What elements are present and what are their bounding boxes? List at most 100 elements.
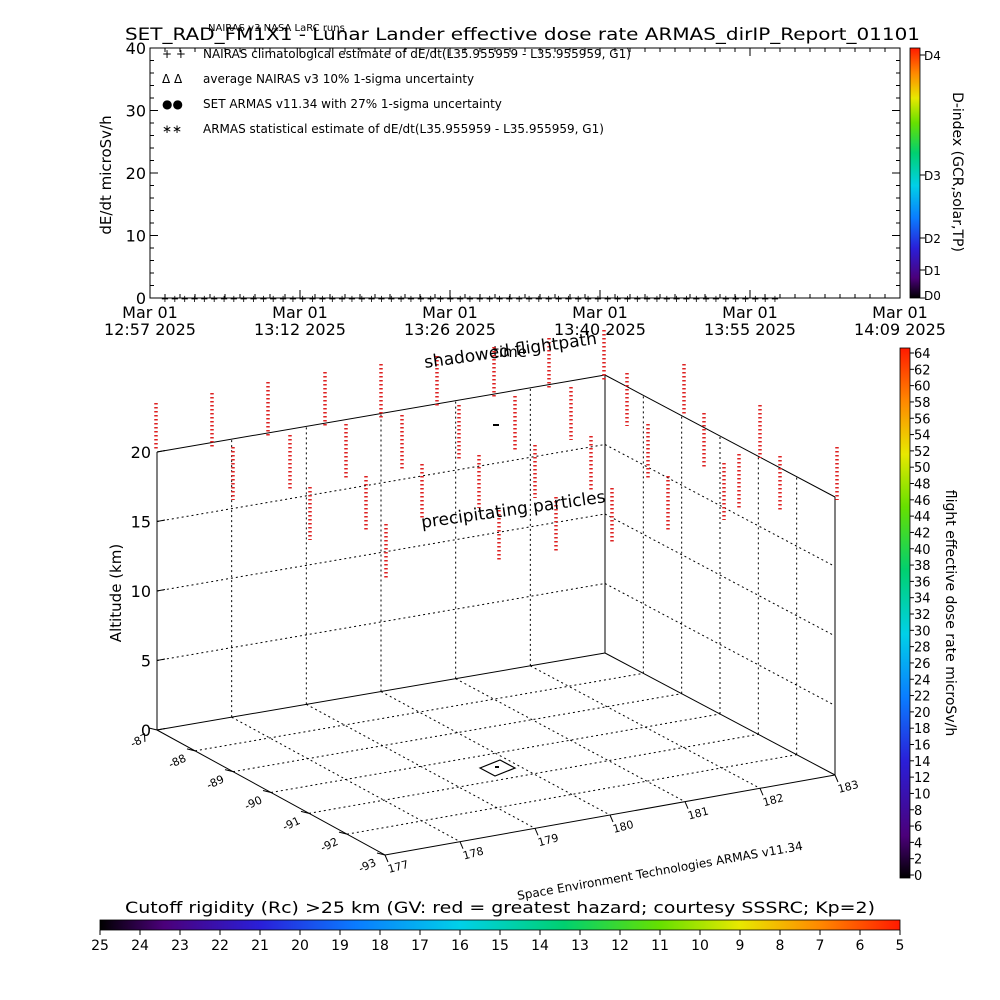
top-data-point: +: [230, 294, 238, 305]
rc-tick-label: 11: [651, 938, 669, 954]
dose-tick-label: 62: [914, 363, 931, 378]
rc-tick-label: 9: [736, 938, 745, 954]
dindex-tick-label: D4: [924, 49, 941, 63]
z-tick-label: 10: [131, 582, 151, 601]
top-data-point: +: [594, 294, 602, 305]
top-data-point: +: [564, 294, 572, 305]
top-data-point: +: [535, 294, 543, 305]
top-data-point: +: [751, 294, 759, 305]
floor-grid: [232, 693, 682, 773]
legend-text: SET ARMAS v11.34 with 27% 1-sigma uncert…: [203, 97, 502, 111]
top-x-tick-date: Mar 01: [872, 303, 928, 322]
top-data-point: +: [338, 294, 346, 305]
top-x-tick-time: 13:55 2025: [704, 320, 796, 339]
dose-tick-label: 28: [914, 641, 931, 656]
top-x-tick-date: Mar 01: [272, 303, 328, 322]
time-axis-label: time: [493, 343, 527, 361]
dose-tick-label: 40: [914, 543, 931, 558]
top-data-point: +: [604, 294, 612, 305]
top-data-point: +: [643, 294, 651, 305]
top-data-point: +: [210, 294, 218, 305]
rc-tick-label: 24: [131, 938, 149, 954]
top-data-point: +: [436, 294, 444, 305]
top-data-point: +: [545, 294, 553, 305]
z-axis-label: Altitude (km): [107, 544, 125, 642]
rc-tick-label: 19: [331, 938, 349, 954]
top-data-point: +: [505, 294, 513, 305]
back-wall-grid: [156, 583, 606, 661]
top-y-tick-label: 10: [126, 227, 146, 246]
legend-text: NAIRAS climatological estimate of dE/dt(…: [203, 47, 631, 61]
top-y-ticks: 0 10 20 30 40: [126, 39, 900, 308]
top-data-point: +: [574, 294, 582, 305]
rc-tick-label: 18: [371, 938, 389, 954]
top-data-point: +: [240, 294, 248, 305]
floor-grid: [308, 733, 759, 814]
top-data-point: +: [653, 294, 661, 305]
top-x-tick-time: 13:26 2025: [404, 320, 496, 339]
side-wall-grid: [604, 583, 836, 706]
dose-tick-label: 52: [914, 445, 931, 460]
top-legend: NAIRAS v3 NASA LaRC runs + + NAIRAS climat…: [162, 23, 631, 136]
lat-tick-label: -90: [242, 793, 264, 812]
lon-tick: [759, 788, 764, 796]
top-data-point: +: [190, 294, 198, 305]
dindex-tick-label: D1: [924, 264, 941, 278]
top-data-point: +: [358, 294, 366, 305]
top-data-point: +: [663, 294, 671, 305]
rc-tick-label: 14: [531, 938, 549, 954]
dose-colorbar-label: flight effective dose rate microSv/h: [942, 490, 958, 736]
rc-bar-ticks: 25 24 23 22 21 20 19 18 17 16 15 14 13 12 11 10 9 8 7 6 5: [91, 930, 904, 954]
top-data-point: +: [299, 294, 307, 305]
dose-tick-label: 60: [914, 380, 931, 395]
top-y-tick-label: 30: [126, 102, 146, 121]
dindex-tick-label: D3: [924, 169, 941, 183]
rc-tick-label: 8: [776, 938, 785, 954]
top-x-tick-date: Mar 01: [422, 303, 478, 322]
top-data-point: +: [220, 294, 228, 305]
dose-tick-label: 6: [914, 820, 922, 835]
top-data-point: +: [722, 294, 730, 305]
top-data-point: +: [269, 294, 277, 305]
back-wall-grid: [156, 513, 606, 592]
rc-tick-label: 15: [491, 938, 509, 954]
lon-tick-label: 182: [761, 791, 785, 809]
lon-tick: [609, 814, 614, 823]
rc-tick-label: 5: [896, 938, 905, 954]
dose-tick-label: 4: [914, 836, 922, 851]
lat-tick: [300, 810, 310, 814]
dose-tick-label: 12: [914, 771, 931, 786]
lon-tick-label: 180: [611, 818, 635, 836]
top-data-point: +: [417, 294, 425, 305]
cutoff-rigidity-bar: Cutoff rigidity (Rc) >25 km (GV: red = g…: [91, 898, 904, 954]
box-3d: [156, 374, 836, 856]
top-y-tick-label: 20: [126, 164, 146, 183]
lat-tick-label: -92: [318, 835, 340, 854]
floor-grid: [346, 754, 797, 835]
top-data-point: +: [515, 294, 523, 305]
latitude-ticks: -87-88-89-90-91-92-93: [128, 727, 386, 875]
floor-grid: [530, 665, 761, 789]
precipitating-particles-annotation: precipitating particles: [420, 487, 607, 533]
dose-tick-label: 20: [914, 706, 931, 721]
dose-tick-label: 30: [914, 624, 931, 639]
ground-marker-icon: [478, 759, 517, 777]
top-data-point: +: [387, 294, 395, 305]
top-y-tick-label: 0: [136, 289, 146, 308]
lat-tick: [338, 831, 348, 835]
lon-tick-label: 177: [386, 858, 410, 876]
top-data-point: +: [407, 294, 415, 305]
top-data-point: +: [741, 294, 749, 305]
lon-tick-label: 178: [461, 845, 485, 863]
top-data-point: +: [161, 294, 169, 305]
dose-tick-label: 0: [914, 869, 922, 884]
top-data-point: +: [397, 294, 405, 305]
top-data-point: +: [633, 294, 641, 305]
z-tick: [156, 519, 166, 522]
rc-tick-label: 7: [816, 938, 825, 954]
dose-tick-label: 46: [914, 494, 931, 509]
lat-tick: [186, 748, 196, 752]
